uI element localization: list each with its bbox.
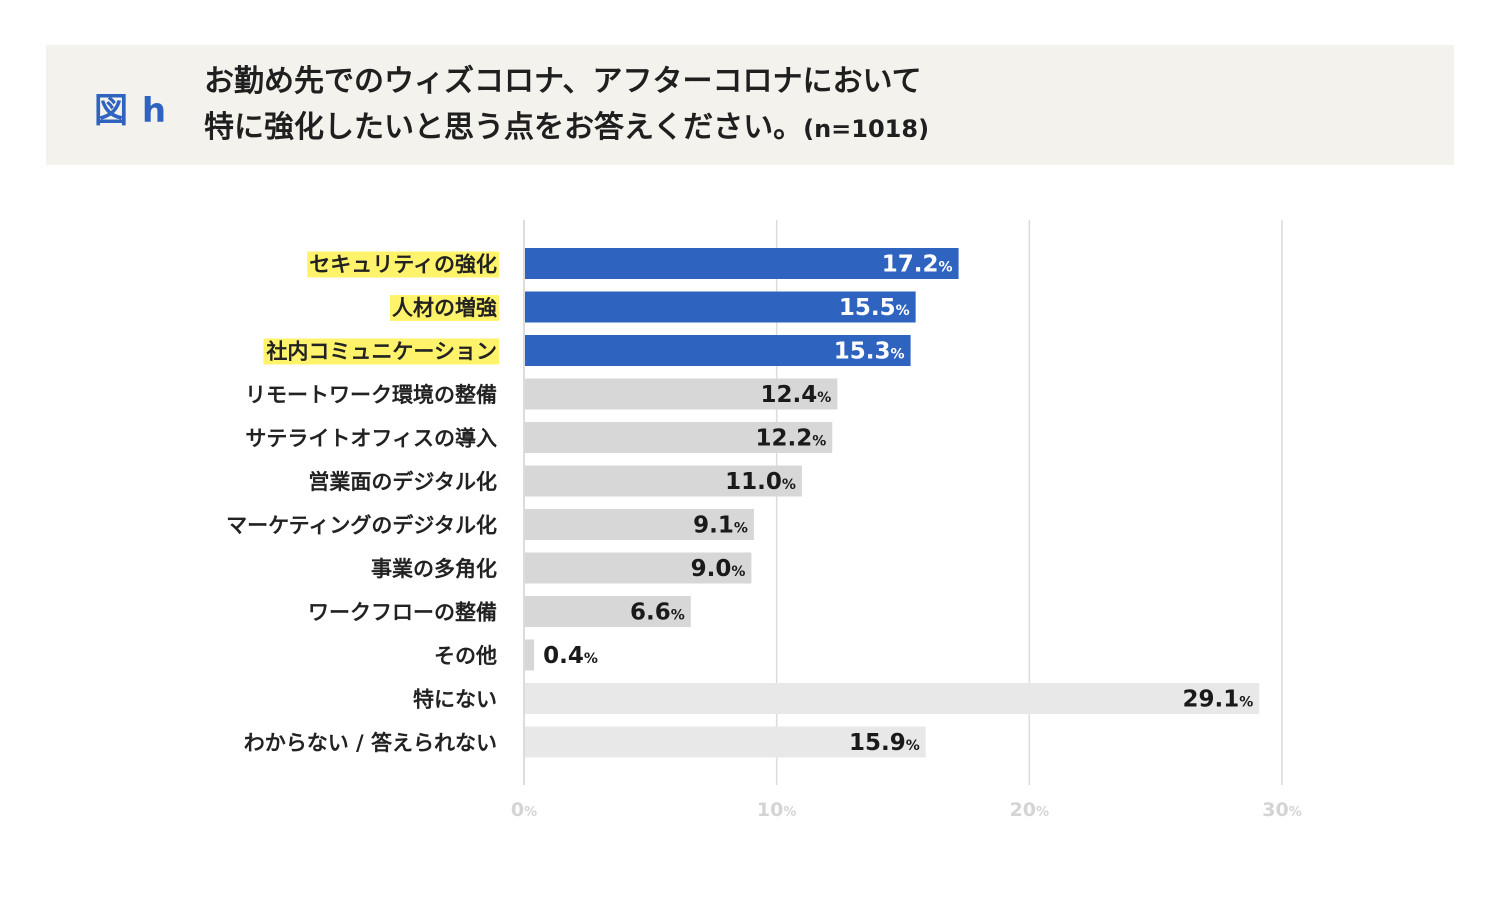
category-label-10: 特にない: [413, 688, 497, 712]
category-label-6: マーケティングのデジタル化: [226, 514, 497, 538]
title-line-1: お勤め先でのウィズコロナ、アフターコロナにおいて: [204, 64, 922, 99]
category-label-4: サテライトオフィスの導入: [245, 427, 497, 451]
category-label-8: ワークフローの整備: [308, 601, 497, 625]
tick-label-0: 0%: [511, 799, 537, 821]
bar-10: [525, 683, 1260, 714]
sample-size: (n=1018): [803, 115, 930, 143]
label-highlight-0: [307, 251, 499, 278]
bar-4: [525, 422, 833, 453]
category-label-5: 営業面のデジタル化: [308, 470, 497, 494]
category-labels: セキュリティの強化人材の増強社内コミュニケーションリモートワーク環境の整備サテラ…: [226, 251, 499, 755]
title-line-2: 特に強化したいと思う点をお答えください。(n=1018): [204, 105, 1434, 152]
bars: 17.2%15.5%15.3%12.4%12.2%11.0%9.1%9.0%6.…: [525, 248, 1260, 758]
bar-2: [525, 335, 911, 366]
bar-5: [525, 465, 802, 497]
category-label-7: 事業の多角化: [371, 557, 497, 581]
tick-label-10: 10%: [757, 799, 796, 821]
category-label-2: 社内コミュニケーション: [265, 340, 497, 364]
value-label-3: 12.4%: [761, 382, 832, 408]
bar-11: [525, 726, 926, 758]
chart-title: お勤め先でのウィズコロナ、アフターコロナにおいて 特に強化したいと思う点をお答え…: [204, 59, 1434, 152]
value-label-9: 0.4%: [543, 643, 598, 669]
bar-9: [525, 639, 535, 671]
bar-3: [525, 378, 838, 410]
bar-1: [525, 291, 916, 323]
category-label-9: その他: [434, 644, 497, 668]
label-highlight-2: [263, 338, 499, 365]
bar-8: [525, 596, 691, 627]
category-label-3: リモートワーク環境の整備: [245, 383, 497, 407]
value-label-5: 11.0%: [725, 469, 796, 495]
value-label-8: 6.6%: [630, 600, 685, 626]
bar-7: [525, 552, 752, 584]
bar-6: [525, 509, 754, 540]
category-label-0: セキュリティの強化: [309, 253, 497, 277]
figure-label: 図 h: [94, 91, 168, 131]
bar-0: [525, 248, 959, 279]
tick-label-20: 20%: [1010, 799, 1049, 821]
value-label-1: 15.5%: [839, 295, 910, 321]
category-label-11: わからない / 答えられない: [244, 731, 497, 755]
label-highlight-1: [390, 295, 499, 321]
x-axis-ticks: 0% 10% 20% 30%: [511, 799, 1302, 821]
category-label-1: 人材の増強: [392, 296, 497, 320]
title-question: 特に強化したいと思う点をお答えください。: [204, 110, 804, 145]
tick-label-30: 30%: [1262, 799, 1301, 821]
chart-header: 図 h お勤め先でのウィズコロナ、アフターコロナにおいて 特に強化したいと思う点…: [46, 45, 1454, 165]
